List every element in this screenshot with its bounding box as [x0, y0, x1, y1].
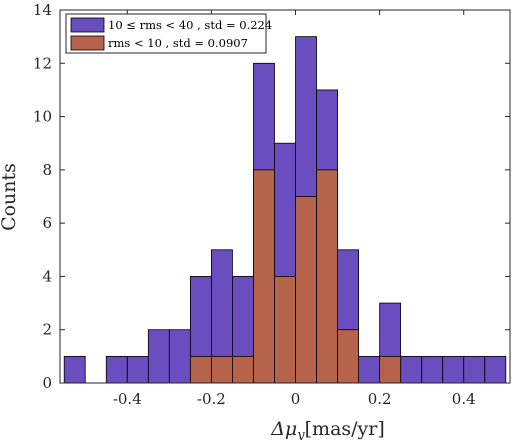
legend-swatch-rms-below-10	[70, 35, 105, 51]
bar-series1-bin-7	[211, 355, 233, 384]
plot-frame	[59, 9, 511, 384]
bar-series0-bin-16	[400, 355, 423, 384]
bar-series0-bin-17	[421, 355, 444, 384]
y-tick-label: 10	[33, 108, 52, 126]
bar-series1-bin-15	[379, 355, 402, 384]
legend-label-rms-below-10: rms < 10 , std = 0.0907	[108, 36, 248, 50]
bar-series0-bin-5	[168, 329, 191, 384]
x-tick-label: 0	[291, 390, 301, 408]
x-axis-ticks: -0.4 -0.2 0 0.2 0.4	[113, 10, 476, 408]
x-tick-label: 0.4	[452, 390, 476, 408]
y-tick-label: 4	[42, 267, 52, 285]
bar-series0-bin-2	[105, 355, 128, 384]
y-axis-label: Counts	[0, 163, 20, 231]
x-tick-label: -0.2	[197, 390, 226, 408]
x-axis-label-unit: [mas/yr]	[305, 418, 385, 440]
bar-series0-bin-4	[147, 329, 170, 384]
bar-series1-bin-13	[337, 329, 359, 384]
y-tick-label: 12	[33, 54, 52, 72]
bar-series0-bin-0	[63, 355, 86, 384]
bar-series1-bin-10	[274, 276, 296, 384]
bar-series1-bin-12	[316, 169, 338, 384]
bar-series0-bin-14	[358, 355, 381, 384]
bar-series1-bin-8	[232, 355, 254, 384]
series-rms-10-40-bars	[63, 36, 507, 384]
legend-swatch-rms-10-40	[70, 17, 105, 33]
series-rms-below-10-bars	[189, 169, 402, 384]
y-tick-label: 8	[42, 161, 52, 179]
legend: 10 ≤ rms < 40 , std = 0.224 rms < 10 , s…	[65, 13, 272, 54]
y-tick-label: 2	[42, 321, 52, 339]
bar-series0-bin-3	[126, 355, 149, 384]
x-axis-label-subscript: y	[296, 428, 305, 440]
y-tick-label: 0	[42, 374, 52, 392]
bar-series1-bin-11	[295, 196, 317, 384]
legend-label-rms-10-40: 10 ≤ rms < 40 , std = 0.224	[108, 18, 272, 32]
y-axis-ticks: 0 2 4 6 8 10 12 14	[33, 1, 510, 392]
x-axis-label-symbol: Δμ	[270, 418, 297, 440]
x-tick-label: -0.4	[113, 390, 142, 408]
y-tick-label: 6	[42, 214, 52, 232]
bar-series0-bin-19	[463, 355, 486, 384]
x-axis-label: Δμy[mas/yr]	[270, 418, 385, 440]
bar-series0-bin-20	[484, 355, 507, 384]
x-tick-label: 0.2	[368, 390, 392, 408]
bar-series1-bin-9	[253, 169, 275, 384]
y-tick-label: 14	[33, 1, 52, 19]
bar-series1-bin-6	[189, 355, 212, 384]
bar-series0-bin-18	[442, 355, 465, 384]
